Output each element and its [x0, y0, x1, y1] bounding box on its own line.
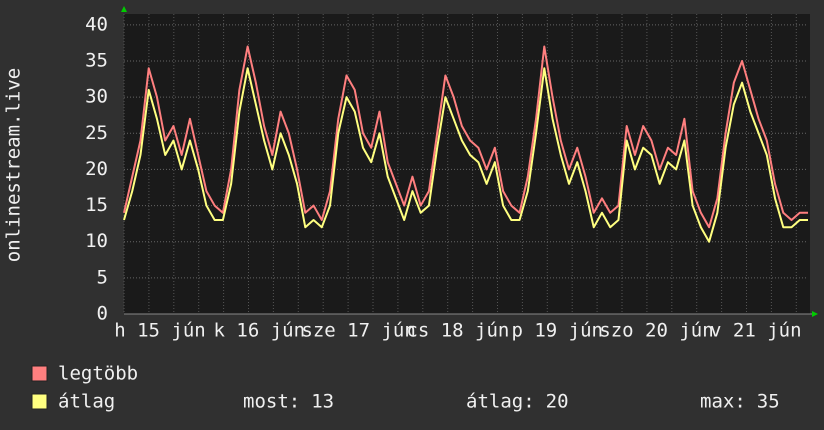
y-arrow	[121, 6, 127, 12]
series-line	[123, 45, 808, 229]
legend-label: legtöbb	[58, 363, 138, 385]
y-tick-label: 0	[97, 303, 108, 325]
x-tick-label: p 19 jún	[511, 320, 603, 342]
x-tick-label: szo 20 jún	[599, 320, 713, 342]
stat-value: 20	[546, 391, 569, 413]
stat-label: most:	[243, 391, 300, 413]
x-tick-label: h 15 jún	[114, 320, 206, 342]
plot-area	[124, 14, 810, 314]
y-tick-label: 35	[85, 49, 108, 71]
marks	[123, 45, 808, 243]
y-tick-label: 30	[85, 86, 108, 108]
legend-label: átlag	[58, 391, 115, 413]
x-arrow	[812, 311, 818, 317]
legend-swatch	[31, 393, 48, 410]
x-tick-label: k 16 jún	[214, 320, 306, 342]
y-tick-label: 15	[85, 194, 108, 216]
x-tick-label: cs 18 jún	[406, 320, 509, 342]
stat-label: max:	[700, 391, 746, 413]
series-line	[123, 67, 808, 243]
grid	[123, 14, 812, 315]
stat-label: átlag:	[466, 391, 535, 413]
y-tick-label: 40	[85, 13, 108, 35]
y-tick-label: 5	[97, 266, 108, 288]
y-tick-label: 10	[85, 230, 108, 252]
stat-value: 35	[757, 391, 780, 413]
x-tick-label: v 21 jún	[710, 320, 802, 342]
legend-swatch	[31, 365, 48, 382]
y-tick-label: 20	[85, 158, 108, 180]
y-axis-label: onlinestream.live	[3, 68, 25, 262]
y-tick-label: 25	[85, 122, 108, 144]
stat-value: 13	[311, 391, 334, 413]
x-tick-label: sze 17 jún	[301, 320, 415, 342]
